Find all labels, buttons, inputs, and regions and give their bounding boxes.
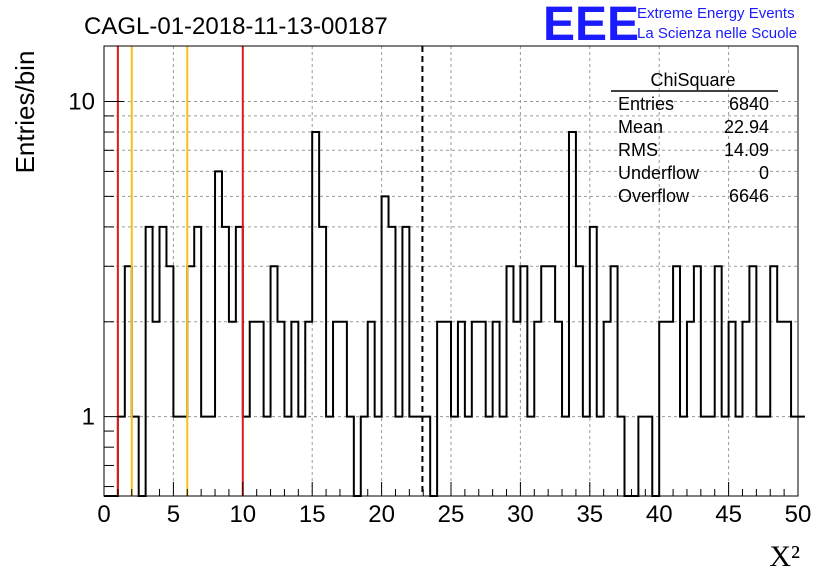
x-tick-label: 5 [167, 501, 180, 528]
chart-title: CAGL-01-2018-11-13-00187 [84, 13, 388, 40]
stats-row-value: 14.09 [724, 140, 769, 160]
histogram-outline [104, 131, 805, 497]
stats-row-value: 22.94 [724, 117, 769, 137]
x-tick-label: 40 [646, 501, 673, 528]
x-tick-label: 35 [576, 501, 603, 528]
y-axis-label: Entries/bin [10, 51, 40, 174]
stats-box: ChiSquare Entries 6840 Mean 22.94 RMS 14… [611, 70, 778, 206]
x-tick-label: 30 [507, 501, 534, 528]
stats-row-value: 6840 [729, 94, 769, 114]
stats-title: ChiSquare [650, 70, 735, 90]
y-tick-label: 1 [82, 404, 95, 431]
logo-line-1: Extreme Energy Events [637, 5, 795, 22]
logo-line-2: La Scienza nelle Scuole [637, 25, 797, 42]
y-tick-label: 10 [68, 88, 95, 115]
stats-row-label: RMS [618, 140, 658, 160]
reference-lines [116, 46, 424, 496]
histogram [104, 131, 805, 497]
stats-row-label: Underflow [618, 163, 700, 183]
x-tick-label: 10 [229, 501, 256, 528]
axes: 0 5 10 15 20 25 30 35 40 45 50 1 10 [68, 88, 811, 528]
x-tick-label: 45 [715, 501, 742, 528]
stats-row-label: Entries [618, 94, 674, 114]
x-tick-label: 0 [97, 501, 110, 528]
x-axis-label: X² [769, 540, 800, 572]
stats-row-label: Mean [618, 117, 663, 137]
stats-row-value: 6646 [729, 186, 769, 206]
stats-row-label: Overflow [618, 186, 690, 206]
stats-row-value: 0 [759, 163, 769, 183]
logo-mark: EEE [543, 0, 639, 51]
x-tick-label: 50 [785, 501, 812, 528]
x-tick-label: 15 [299, 501, 326, 528]
x-tick-label: 25 [438, 501, 465, 528]
x-tick-label: 20 [368, 501, 395, 528]
